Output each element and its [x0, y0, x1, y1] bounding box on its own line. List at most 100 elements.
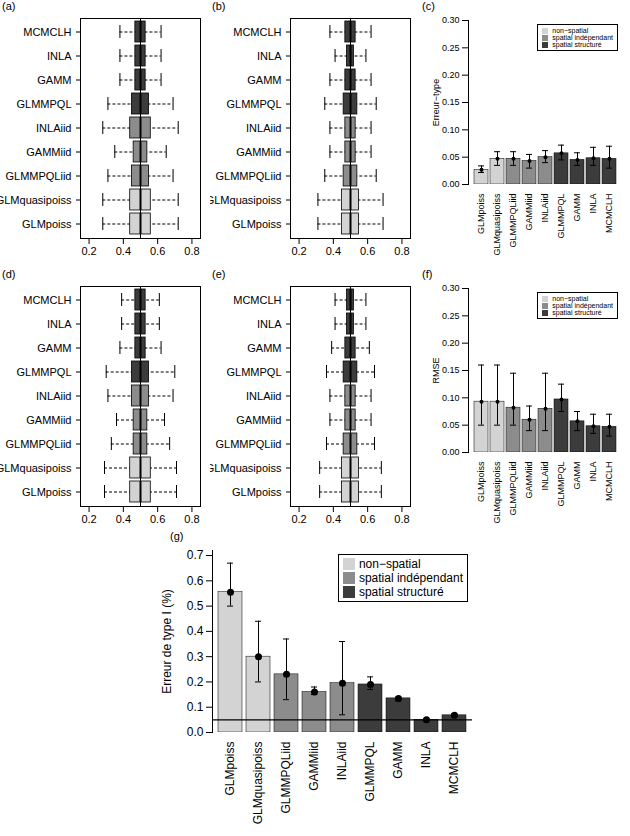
svg-text:GLMpoiss: GLMpoiss: [22, 486, 72, 498]
svg-text:0.10: 0.10: [442, 393, 460, 403]
svg-text:0.25: 0.25: [442, 43, 460, 53]
svg-text:GLMquasipoiss: GLMquasipoiss: [492, 193, 502, 256]
svg-text:GAMMiid: GAMMiid: [26, 146, 71, 158]
svg-text:GAMM: GAMM: [572, 194, 582, 222]
svg-text:GLMpoiss: GLMpoiss: [232, 218, 282, 230]
svg-text:GLMquasipoiss: GLMquasipoiss: [0, 194, 72, 206]
svg-text:0.2: 0.2: [291, 513, 306, 525]
svg-text:MCMCLH: MCMCLH: [233, 294, 281, 306]
svg-text:0.8: 0.8: [184, 245, 199, 257]
svg-text:0.2: 0.2: [81, 245, 96, 257]
svg-text:0.25: 0.25: [442, 311, 460, 321]
svg-text:GLMMPQL: GLMMPQL: [16, 366, 71, 378]
svg-text:INLAiid: INLAiid: [246, 390, 281, 402]
svg-text:GAMMiid: GAMMiid: [26, 414, 71, 426]
svg-text:0.3: 0.3: [187, 650, 204, 664]
svg-text:0.4: 0.4: [116, 245, 131, 257]
svg-text:GLMquasipoiss: GLMquasipoiss: [251, 742, 265, 825]
svg-text:GLMquasipoiss: GLMquasipoiss: [210, 462, 282, 474]
svg-text:INLA: INLA: [588, 194, 598, 214]
svg-text:GLMMPQLiid: GLMMPQLiid: [508, 462, 518, 516]
svg-text:MCMCLH: MCMCLH: [604, 194, 614, 234]
svg-text:0.7: 0.7: [187, 548, 204, 562]
svg-text:GLMMPQLiid: GLMMPQLiid: [279, 742, 293, 814]
svg-text:0.00: 0.00: [442, 447, 460, 457]
svg-text:0.05: 0.05: [442, 420, 460, 430]
svg-text:0.2: 0.2: [81, 513, 96, 525]
svg-text:GLMMPQL: GLMMPQL: [363, 741, 377, 801]
svg-text:0.6: 0.6: [360, 513, 375, 525]
svg-text:MCMCLH: MCMCLH: [233, 26, 281, 38]
svg-text:GLMMPQLiid: GLMMPQLiid: [5, 438, 71, 450]
svg-text:GLMpoiss: GLMpoiss: [232, 486, 282, 498]
svg-text:0.5: 0.5: [187, 599, 204, 613]
svg-text:0.6: 0.6: [187, 574, 204, 588]
svg-text:INLAiid: INLAiid: [246, 122, 281, 134]
svg-text:GLMquasipoiss: GLMquasipoiss: [0, 462, 72, 474]
svg-text:0.15: 0.15: [442, 365, 460, 375]
svg-text:GAMM: GAMM: [247, 342, 281, 354]
svg-text:INLA: INLA: [47, 318, 72, 330]
svg-text:0.8: 0.8: [394, 245, 409, 257]
svg-text:INLA: INLA: [257, 318, 282, 330]
svg-text:GAMMiid: GAMMiid: [236, 146, 281, 158]
svg-text:GAMM: GAMM: [37, 342, 71, 354]
svg-text:GAMM: GAMM: [391, 742, 405, 779]
svg-text:0.00: 0.00: [442, 179, 460, 189]
svg-text:INLAiid: INLAiid: [36, 122, 71, 134]
svg-text:GLMpoiss: GLMpoiss: [476, 193, 486, 234]
svg-text:0.6: 0.6: [150, 513, 165, 525]
svg-text:GLMMPQL: GLMMPQL: [226, 98, 281, 110]
svg-text:0.05: 0.05: [442, 152, 460, 162]
svg-text:MCMCLH: MCMCLH: [447, 742, 461, 795]
svg-text:0.20: 0.20: [442, 70, 460, 80]
svg-text:INLA: INLA: [419, 742, 433, 769]
svg-text:GAMMiid: GAMMiid: [307, 742, 321, 791]
svg-text:0.6: 0.6: [360, 245, 375, 257]
svg-text:0.4: 0.4: [326, 513, 341, 525]
svg-text:GLMMPQL: GLMMPQL: [556, 194, 566, 239]
svg-text:Erreur−type: Erreur−type: [431, 79, 441, 126]
svg-text:0.2: 0.2: [291, 245, 306, 257]
svg-text:INLAiid: INLAiid: [540, 462, 550, 491]
svg-text:GLMMPQL: GLMMPQL: [556, 462, 566, 507]
svg-text:0.1: 0.1: [187, 700, 204, 714]
svg-text:0.8: 0.8: [184, 513, 199, 525]
svg-text:GLMpoiss: GLMpoiss: [476, 461, 486, 502]
svg-text:MCMCLH: MCMCLH: [23, 294, 71, 306]
svg-text:INLA: INLA: [47, 50, 72, 62]
svg-text:0.2: 0.2: [187, 675, 204, 689]
svg-text:INLA: INLA: [588, 462, 598, 482]
svg-text:GLMquasipoiss: GLMquasipoiss: [492, 461, 502, 524]
svg-text:GLMpoiss: GLMpoiss: [22, 218, 72, 230]
svg-text:GAMM: GAMM: [572, 462, 582, 490]
svg-text:0.4: 0.4: [116, 513, 131, 525]
svg-text:GAMMiid: GAMMiid: [524, 462, 534, 499]
svg-text:0.4: 0.4: [326, 245, 341, 257]
svg-text:RMSE: RMSE: [431, 357, 441, 383]
svg-text:GLMpoiss: GLMpoiss: [223, 742, 237, 796]
svg-text:Erreur de type I (%): Erreur de type I (%): [160, 589, 174, 694]
svg-text:0.6: 0.6: [150, 245, 165, 257]
svg-text:INLAiid: INLAiid: [36, 390, 71, 402]
svg-text:GAMMiid: GAMMiid: [524, 194, 534, 231]
svg-text:0.15: 0.15: [442, 97, 460, 107]
svg-text:GLMMPQLiid: GLMMPQLiid: [508, 194, 518, 248]
svg-text:MCMCLH: MCMCLH: [23, 26, 71, 38]
svg-text:INLAiid: INLAiid: [540, 194, 550, 223]
svg-text:GLMMPQL: GLMMPQL: [226, 366, 281, 378]
svg-text:0.4: 0.4: [187, 624, 204, 638]
svg-text:MCMCLH: MCMCLH: [604, 462, 614, 502]
svg-text:0.10: 0.10: [442, 125, 460, 135]
svg-text:GAMM: GAMM: [37, 74, 71, 86]
svg-text:INLA: INLA: [257, 50, 282, 62]
svg-text:0.8: 0.8: [394, 513, 409, 525]
svg-text:GLMquasipoiss: GLMquasipoiss: [210, 194, 282, 206]
svg-text:GLMMPQL: GLMMPQL: [16, 98, 71, 110]
svg-text:GLMMPQLiid: GLMMPQLiid: [5, 170, 71, 182]
svg-text:0.20: 0.20: [442, 338, 460, 348]
svg-text:0.0: 0.0: [187, 725, 204, 739]
svg-text:GLMMPQLiid: GLMMPQLiid: [215, 438, 281, 450]
svg-text:GAMMiid: GAMMiid: [236, 414, 281, 426]
svg-text:0.30: 0.30: [442, 283, 460, 293]
